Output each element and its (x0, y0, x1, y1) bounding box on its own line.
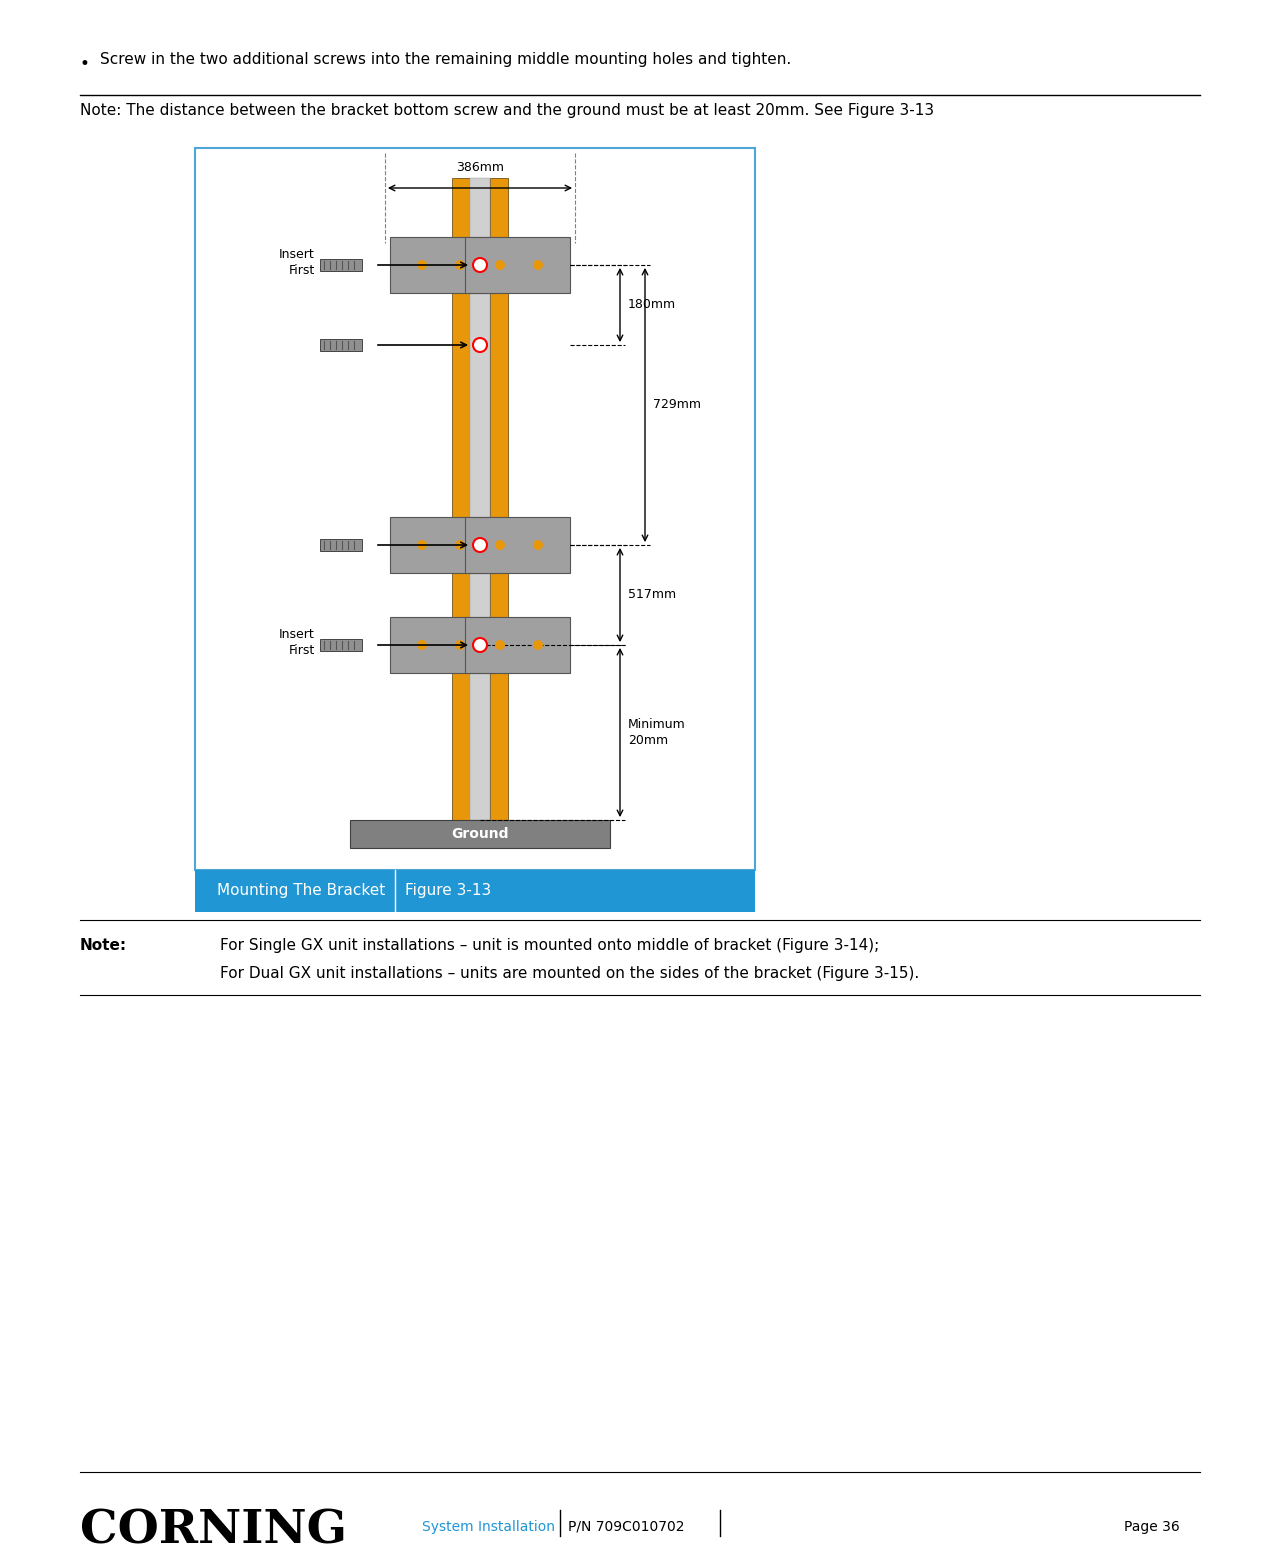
Circle shape (533, 540, 543, 550)
Text: •: • (80, 56, 89, 73)
Bar (351, 820, 609, 848)
Text: Note:: Note: (80, 938, 128, 954)
Text: Figure 3-13: Figure 3-13 (405, 884, 491, 898)
Text: P/N 709C010702: P/N 709C010702 (567, 1520, 685, 1534)
Text: Insert
First: Insert First (279, 628, 315, 658)
Bar (320, 639, 362, 652)
Circle shape (417, 260, 427, 269)
Text: Insert
First: Insert First (279, 249, 315, 277)
Text: Mounting The Bracket: Mounting The Bracket (217, 884, 385, 898)
Bar (465, 618, 570, 673)
Text: System Installation: System Installation (422, 1520, 555, 1534)
Circle shape (473, 638, 487, 652)
Bar (320, 259, 362, 271)
Text: Minimum
20mm: Minimum 20mm (629, 718, 686, 748)
Text: Screw in the two additional screws into the remaining middle mounting holes and : Screw in the two additional screws into … (99, 53, 792, 67)
Bar (465, 517, 570, 573)
Circle shape (417, 540, 427, 550)
Circle shape (533, 639, 543, 650)
Bar (465, 237, 570, 293)
Text: Ground: Ground (451, 827, 509, 841)
Circle shape (495, 260, 505, 269)
Text: For Dual GX unit installations – units are mounted on the sides of the bracket (: For Dual GX unit installations – units a… (221, 966, 919, 981)
Circle shape (473, 337, 487, 351)
Text: 517mm: 517mm (629, 588, 676, 602)
Circle shape (455, 260, 465, 269)
Text: For Single GX unit installations – unit is mounted onto middle of bracket (Figur: For Single GX unit installations – unit … (221, 938, 880, 954)
Bar (390, 517, 495, 573)
Bar (390, 237, 495, 293)
Bar (195, 149, 755, 870)
Bar (320, 539, 362, 551)
Text: 386mm: 386mm (456, 161, 504, 173)
Bar (195, 870, 755, 912)
Bar (453, 178, 470, 820)
Circle shape (417, 639, 427, 650)
Circle shape (495, 540, 505, 550)
Circle shape (473, 539, 487, 553)
Text: CORNING: CORNING (80, 1508, 347, 1548)
Circle shape (533, 260, 543, 269)
Bar (490, 178, 507, 820)
Bar (390, 618, 495, 673)
Text: Page 36: Page 36 (1125, 1520, 1179, 1534)
Text: 729mm: 729mm (653, 398, 701, 412)
Circle shape (495, 639, 505, 650)
Circle shape (473, 259, 487, 272)
Circle shape (455, 639, 465, 650)
Bar (320, 339, 362, 351)
Text: Note: The distance between the bracket bottom screw and the ground must be at le: Note: The distance between the bracket b… (80, 104, 935, 118)
Bar (470, 178, 490, 820)
Circle shape (455, 540, 465, 550)
Text: 180mm: 180mm (629, 299, 676, 311)
